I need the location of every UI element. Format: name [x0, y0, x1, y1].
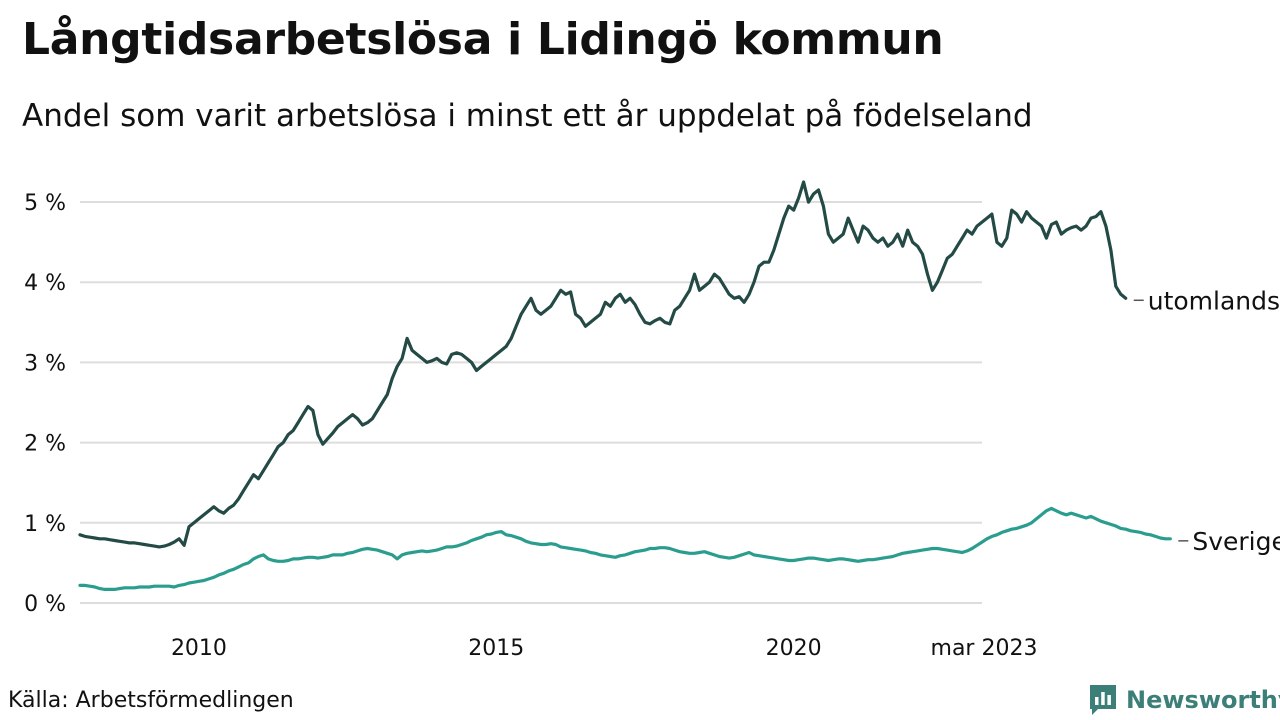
newsworthy-logo-icon	[1090, 685, 1116, 715]
y-tick-label: 1 %	[24, 512, 66, 537]
series-lines	[78, 180, 1172, 591]
series-line-utomlands	[78, 180, 1128, 549]
y-axis-tick-labels: 0 % 1 % 2 % 3 % 4 % 5 %	[24, 191, 66, 617]
y-tick-label: 2 %	[24, 432, 66, 457]
chart-subtitle: Andel som varit arbetslösa i minst ett å…	[22, 98, 1033, 134]
gridlines	[80, 201, 982, 604]
y-tick-label: 5 %	[24, 191, 66, 216]
x-tick-label: 2015	[468, 636, 524, 661]
series-line-sverige	[78, 506, 1172, 591]
brand-logo: Newsworthy	[1088, 682, 1280, 718]
chart-title: Långtidsarbetslösa i Lidingö kommun	[22, 14, 944, 65]
series-end-labels: utomlands: 3,8 % Sverige: 0,8 %	[1133, 286, 1280, 556]
y-tick-label: 3 %	[24, 351, 66, 376]
x-tick-label: 2010	[171, 636, 227, 661]
line-chart: 0 %1 %2 %3 %4 %5 % 2010 2015 2020 mar 2023 …	[24, 180, 1280, 661]
x-axis-tick-labels: 2010 2015 2020 mar 2023	[171, 636, 1038, 661]
end-label-sverige: Sverige: 0,8 %	[1192, 527, 1280, 556]
x-tick-label: mar 2023	[931, 636, 1038, 661]
source-note: Källa: Arbetsförmedlingen	[8, 688, 294, 713]
y-tick-label: 4 %	[24, 271, 66, 296]
brand-name: Newsworthy	[1126, 686, 1280, 714]
y-tick-label: 0 %	[24, 592, 66, 617]
x-tick-label: 2020	[766, 636, 822, 661]
end-label-utomlands: utomlands: 3,8 %	[1148, 286, 1280, 315]
